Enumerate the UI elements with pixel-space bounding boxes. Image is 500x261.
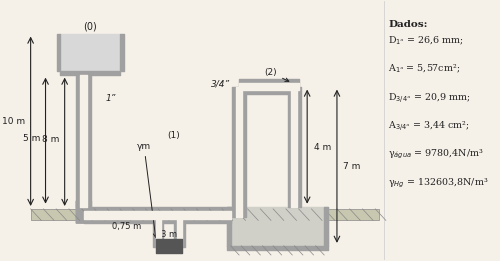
- Text: A$_{1”}$ = 5,57cm²;: A$_{1”}$ = 5,57cm²;: [388, 63, 460, 75]
- Text: γ$_{Hg}$ = 132603,8N/m³: γ$_{Hg}$ = 132603,8N/m³: [388, 177, 488, 190]
- Text: 3/4”: 3/4”: [212, 80, 231, 89]
- Polygon shape: [30, 209, 380, 221]
- Text: D$_{1”}$ = 26,6 mm;: D$_{1”}$ = 26,6 mm;: [388, 34, 464, 47]
- Text: (2): (2): [264, 68, 289, 81]
- Text: 3 m: 3 m: [161, 230, 177, 239]
- Text: γ$_{água}$ = 9780,4N/m³: γ$_{água}$ = 9780,4N/m³: [388, 149, 484, 162]
- Text: (1): (1): [167, 130, 179, 140]
- Text: A$_{3/4”}$ = 3,44 cm²;: A$_{3/4”}$ = 3,44 cm²;: [388, 120, 470, 133]
- Text: 7 m: 7 m: [344, 162, 360, 171]
- Text: D$_{3/4”}$ = 20,9 mm;: D$_{3/4”}$ = 20,9 mm;: [388, 91, 470, 105]
- Text: 1”: 1”: [105, 94, 116, 103]
- FancyBboxPatch shape: [76, 201, 92, 223]
- Text: (0): (0): [84, 21, 97, 31]
- Text: 0,75 m: 0,75 m: [112, 222, 141, 231]
- Text: 10 m: 10 m: [2, 117, 26, 126]
- Text: 4 m: 4 m: [314, 143, 331, 152]
- Text: γm: γm: [137, 142, 157, 237]
- Text: 5 m: 5 m: [22, 134, 40, 143]
- Text: Dados:: Dados:: [388, 20, 428, 29]
- Text: 8 m: 8 m: [42, 135, 60, 144]
